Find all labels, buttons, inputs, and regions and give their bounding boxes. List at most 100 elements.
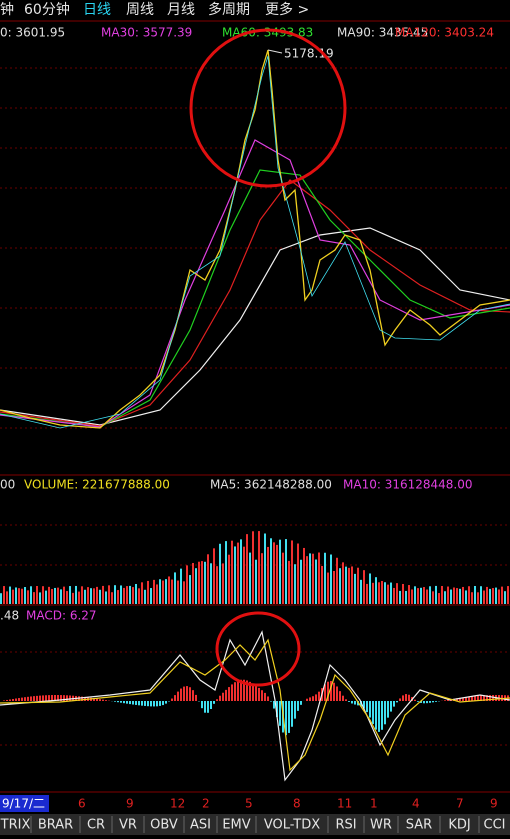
volume-bar: [204, 562, 206, 604]
volume-bar: [420, 588, 422, 604]
macd-bar: [234, 682, 236, 701]
volume-bar: [57, 588, 59, 604]
volume-legend: 00: [0, 478, 15, 492]
tab[interactable]: 60分钟: [24, 1, 70, 18]
macd-bar: [192, 690, 194, 701]
macd-bar: [315, 694, 317, 701]
macd-bar: [162, 701, 164, 705]
macd-bar: [492, 695, 494, 701]
volume-bar: [378, 582, 380, 604]
indicator-tab[interactable]: VOL-TDX: [264, 818, 320, 833]
macd-bar: [444, 700, 446, 701]
macd-bar: [345, 699, 347, 701]
volume-bar: [36, 586, 38, 604]
tab[interactable]: 钟: [0, 1, 14, 18]
date-label: 11: [337, 797, 352, 811]
volume-bar: [309, 553, 311, 604]
macd-bar: [18, 698, 20, 701]
volume-bar: [108, 585, 110, 604]
volume-bar: [15, 587, 17, 604]
tab[interactable]: 周线: [126, 2, 154, 18]
volume-bar: [105, 591, 107, 604]
volume-bar: [384, 582, 386, 604]
date-label: 8: [293, 797, 301, 811]
volume-bar: [222, 563, 224, 604]
volume-bar: [507, 586, 509, 604]
indicator-tab[interactable]: CR: [87, 818, 105, 833]
volume-bar: [117, 590, 119, 604]
volume-bar: [288, 561, 290, 604]
volume-bar: [414, 586, 416, 604]
indicator-tab[interactable]: OBV: [150, 818, 178, 833]
volume-bar: [345, 567, 347, 604]
volume-bar: [153, 580, 155, 604]
volume-bar: [396, 583, 398, 604]
volume-bar: [171, 580, 173, 604]
volume-bar: [27, 590, 29, 604]
macd-bar: [291, 701, 293, 727]
volume-bar: [150, 588, 152, 604]
indicator-tab[interactable]: VR: [119, 818, 137, 833]
volume-bar: [339, 568, 341, 604]
macd-bar: [138, 701, 140, 705]
volume-bar: [369, 573, 371, 604]
macd-bar: [432, 701, 434, 702]
macd-bar: [117, 701, 119, 702]
macd-bar: [96, 699, 98, 701]
volume-bar: [330, 555, 332, 604]
macd-bar: [414, 700, 416, 701]
volume-bar: [411, 589, 413, 604]
volume-bar: [336, 558, 338, 604]
macd-bar: [69, 695, 71, 701]
tab[interactable]: 更多 >: [265, 1, 309, 18]
volume-bar: [237, 543, 239, 604]
volume-bar: [258, 531, 260, 604]
indicator-tab[interactable]: CCI: [484, 818, 506, 833]
macd-bar: [399, 698, 401, 701]
volume-bar: [504, 591, 506, 604]
volume-bar: [402, 584, 404, 604]
macd-bar: [261, 690, 263, 701]
date-label: 2: [202, 797, 210, 811]
indicator-tab[interactable]: SAR: [406, 818, 432, 833]
tab[interactable]: 月线: [167, 2, 195, 18]
indicator-tab[interactable]: RSI: [335, 818, 356, 833]
macd-bar: [210, 701, 212, 709]
volume-bar: [165, 579, 167, 604]
volume-bar: [144, 590, 146, 604]
macd-bar: [231, 684, 233, 701]
macd-bar: [213, 701, 215, 704]
indicator-tab[interactable]: EMV: [222, 818, 250, 833]
volume-bar: [294, 564, 296, 604]
volume-bar: [342, 562, 344, 604]
volume-bar: [462, 587, 464, 604]
macd-bar: [216, 699, 218, 701]
macd-bar: [387, 701, 389, 718]
indicator-tab[interactable]: ASI: [190, 818, 211, 833]
macd-bar: [21, 698, 23, 701]
macd-bar: [99, 699, 101, 701]
volume-bar: [351, 566, 353, 604]
volume-bar: [48, 587, 50, 604]
indicator-tab[interactable]: WR: [370, 818, 392, 833]
ma-legend: MA120: 3403.24: [395, 26, 494, 40]
volume-bar: [240, 539, 242, 604]
volume-bar: [183, 581, 185, 604]
volume-bar: [255, 560, 257, 604]
date-label: 9: [490, 797, 498, 811]
tab[interactable]: 多周期: [208, 1, 250, 18]
macd-bar: [228, 687, 230, 701]
volume-bar: [270, 538, 272, 604]
volume-bar: [465, 590, 467, 604]
indicator-tab[interactable]: TRIX: [0, 818, 30, 833]
volume-bar: [429, 586, 431, 604]
indicator-tab[interactable]: BRAR: [38, 818, 73, 833]
macd-bar: [375, 701, 377, 730]
volume-bar: [279, 540, 281, 604]
volume-bar: [393, 588, 395, 604]
volume-bar: [477, 592, 479, 604]
volume-bar: [24, 587, 26, 604]
tab-active[interactable]: 日线: [83, 2, 111, 18]
indicator-tab[interactable]: KDJ: [448, 818, 470, 833]
